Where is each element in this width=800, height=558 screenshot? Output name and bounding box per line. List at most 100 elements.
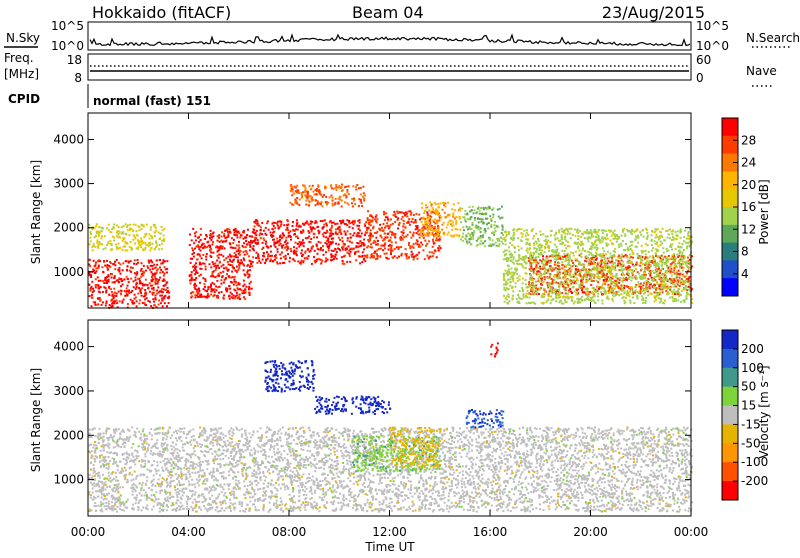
heatmap-cell xyxy=(246,265,248,267)
heatmap-cell xyxy=(147,287,149,289)
heatmap-cell xyxy=(96,240,98,242)
heatmap-cell xyxy=(507,283,509,285)
heatmap-cell xyxy=(542,260,544,262)
heatmap-cell xyxy=(129,224,131,226)
heatmap-cell xyxy=(341,237,343,239)
heatmap-cell xyxy=(354,203,356,205)
heatmap-cell xyxy=(543,293,545,295)
heatmap-cell xyxy=(236,230,238,232)
heatmap-cell xyxy=(546,301,548,303)
heatmap-cell xyxy=(106,266,108,268)
heatmap-cell xyxy=(364,244,366,246)
heatmap-cell xyxy=(581,300,583,302)
heatmap-cell xyxy=(294,260,296,262)
heatmap-cell xyxy=(656,281,658,283)
heatmap-cell xyxy=(101,266,103,268)
heatmap-cell xyxy=(257,255,259,257)
heatmap-cell xyxy=(366,254,368,256)
heatmap-cell xyxy=(688,286,690,288)
heatmap-cell xyxy=(511,254,513,256)
heatmap-cell xyxy=(424,240,426,242)
heatmap-cell xyxy=(486,223,488,225)
heatmap-cell xyxy=(647,257,649,259)
heatmap-cell xyxy=(147,267,149,269)
heatmap-cell xyxy=(542,255,544,257)
heatmap-cell xyxy=(395,242,397,244)
heatmap-cell xyxy=(610,240,612,242)
heatmap-cell xyxy=(642,297,644,299)
heatmap-cell xyxy=(484,240,486,242)
heatmap-cell xyxy=(235,282,237,284)
heatmap-cell xyxy=(562,258,564,260)
heatmap-cell xyxy=(215,269,217,271)
heatmap-cell xyxy=(361,261,363,263)
heatmap-cell xyxy=(320,242,322,244)
heatmap-cell xyxy=(489,215,491,217)
heatmap-cell xyxy=(154,231,156,233)
heatmap-cell xyxy=(150,226,152,228)
heatmap-cell xyxy=(687,261,689,263)
heatmap-cell xyxy=(480,231,482,233)
heatmap-cell xyxy=(598,229,600,231)
heatmap-cell xyxy=(636,228,638,230)
heatmap-cell xyxy=(674,267,676,269)
heatmap-cell xyxy=(304,189,306,191)
heatmap-cell xyxy=(674,263,676,265)
heatmap-cell xyxy=(653,291,655,293)
heatmap-cell xyxy=(612,231,614,233)
heatmap-cell xyxy=(341,184,343,186)
heatmap-cell xyxy=(409,224,411,226)
heatmap-cell xyxy=(275,246,277,248)
heatmap-cell xyxy=(579,230,581,232)
heatmap-cell xyxy=(335,243,337,245)
heatmap-cell xyxy=(604,237,606,239)
heatmap-cell xyxy=(108,224,110,226)
heatmap-cell xyxy=(148,260,150,262)
heatmap-cell xyxy=(683,288,685,290)
heatmap-cell xyxy=(360,187,362,189)
heatmap-cell xyxy=(110,305,112,307)
heatmap-cell xyxy=(111,291,113,293)
heatmap-cell xyxy=(138,226,140,228)
heatmap-cell xyxy=(153,289,155,291)
heatmap-cell xyxy=(550,262,552,264)
heatmap-cell xyxy=(91,305,93,307)
heatmap-cell xyxy=(157,283,159,285)
heatmap-cell xyxy=(351,248,353,250)
heatmap-cell xyxy=(315,221,317,223)
heatmap-cell xyxy=(214,294,216,296)
heatmap-cell xyxy=(522,233,524,235)
heatmap-cell xyxy=(564,244,566,246)
heatmap-cell xyxy=(351,242,353,244)
heatmap-cell xyxy=(551,268,553,270)
heatmap-cell xyxy=(384,247,386,249)
heatmap-cell xyxy=(98,280,100,282)
heatmap-cell xyxy=(558,267,560,269)
heatmap-cell xyxy=(671,257,673,259)
heatmap-cell xyxy=(95,261,97,263)
heatmap-cell xyxy=(109,240,111,242)
heatmap-cell xyxy=(607,286,609,288)
heatmap-cell xyxy=(564,269,566,271)
heatmap-cell xyxy=(539,259,541,261)
heatmap-cell xyxy=(298,204,300,206)
heatmap-cell xyxy=(146,224,148,226)
heatmap-cell xyxy=(352,185,354,187)
heatmap-cell xyxy=(680,273,682,275)
heatmap-cell xyxy=(686,245,688,247)
heatmap-cell xyxy=(628,278,630,280)
heatmap-cell xyxy=(416,227,418,229)
heatmap-cell xyxy=(677,246,679,248)
heatmap-cell xyxy=(485,213,487,215)
heatmap-cell xyxy=(424,210,426,212)
heatmap-cell xyxy=(591,246,593,248)
heatmap-cell xyxy=(206,295,208,297)
heatmap-cell xyxy=(158,300,160,302)
heatmap-cell xyxy=(227,261,229,263)
heatmap-cell xyxy=(269,260,271,262)
heatmap-cell xyxy=(683,240,685,242)
heatmap-cell xyxy=(466,213,468,215)
heatmap-cell xyxy=(434,226,436,228)
heatmap-cell xyxy=(465,220,467,222)
heatmap-cell xyxy=(101,304,103,306)
